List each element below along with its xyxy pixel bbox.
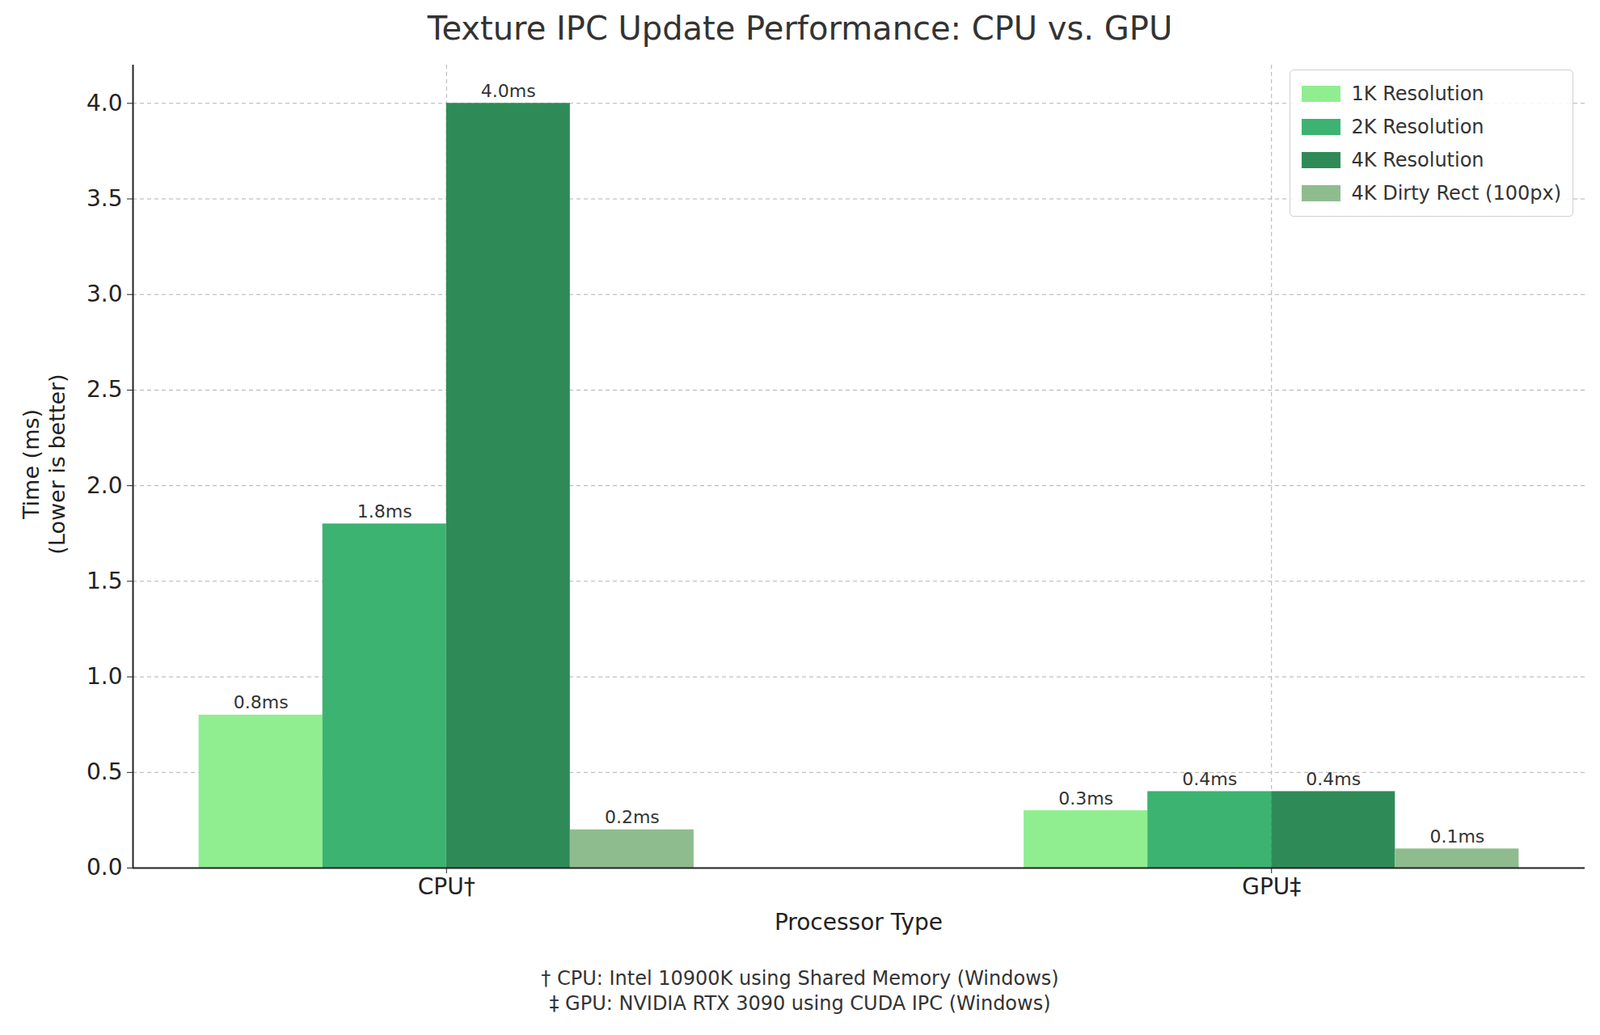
html-text:‡ GPU: NVIDIA RTX 3090 using C: ‡ GPU: NVIDIA RTX 3090 using CUDA IPC (W… bbox=[549, 992, 1051, 1015]
svg-text:4.0: 4.0 bbox=[86, 89, 123, 117]
svg-text:3.0: 3.0 bbox=[86, 280, 123, 308]
svg-text:GPU‡: GPU‡ bbox=[1241, 873, 1301, 900]
svg-text:2.0: 2.0 bbox=[86, 472, 123, 499]
html-text:4K Resolution: 4K Resolution bbox=[1351, 148, 1485, 171]
svg-text:0.3ms: 0.3ms bbox=[1058, 788, 1114, 809]
svg-text:1.5: 1.5 bbox=[86, 567, 123, 595]
svg-text:0.0: 0.0 bbox=[86, 853, 123, 881]
html-text:Time (ms) (Lower is better): Time (ms) (Lower is better) bbox=[18, 373, 70, 555]
html-text:Processor Type: Processor Type bbox=[774, 908, 943, 936]
svg-text:0.4ms: 0.4ms bbox=[1305, 768, 1361, 790]
svg-text:0.2ms: 0.2ms bbox=[604, 806, 660, 828]
svg-text:2.5: 2.5 bbox=[86, 375, 123, 403]
html-text:4K Dirty Rect (100px): 4K Dirty Rect (100px) bbox=[1351, 181, 1562, 205]
html-text:2K Resolution: 2K Resolution bbox=[1351, 115, 1485, 138]
html-text:† CPU: Intel 10900K using Shar: † CPU: Intel 10900K using Shared Memory … bbox=[541, 966, 1059, 990]
svg-text:0.5: 0.5 bbox=[86, 758, 123, 786]
svg-text:3.5: 3.5 bbox=[86, 185, 123, 212]
svg-text:1.8ms: 1.8ms bbox=[357, 501, 413, 522]
svg-text:4.0ms: 4.0ms bbox=[481, 80, 537, 102]
svg-text:0.1ms: 0.1ms bbox=[1429, 826, 1485, 847]
svg-text:1.0: 1.0 bbox=[86, 662, 123, 690]
html-text:Texture IPC Update Performance: Texture IPC Update Performance: CPU vs. … bbox=[427, 9, 1173, 47]
html-text:1K Resolution: 1K Resolution bbox=[1351, 82, 1485, 105]
svg-text:0.8ms: 0.8ms bbox=[233, 692, 289, 713]
svg-text:0.4ms: 0.4ms bbox=[1182, 768, 1237, 790]
svg-text:CPU†: CPU† bbox=[417, 873, 476, 900]
